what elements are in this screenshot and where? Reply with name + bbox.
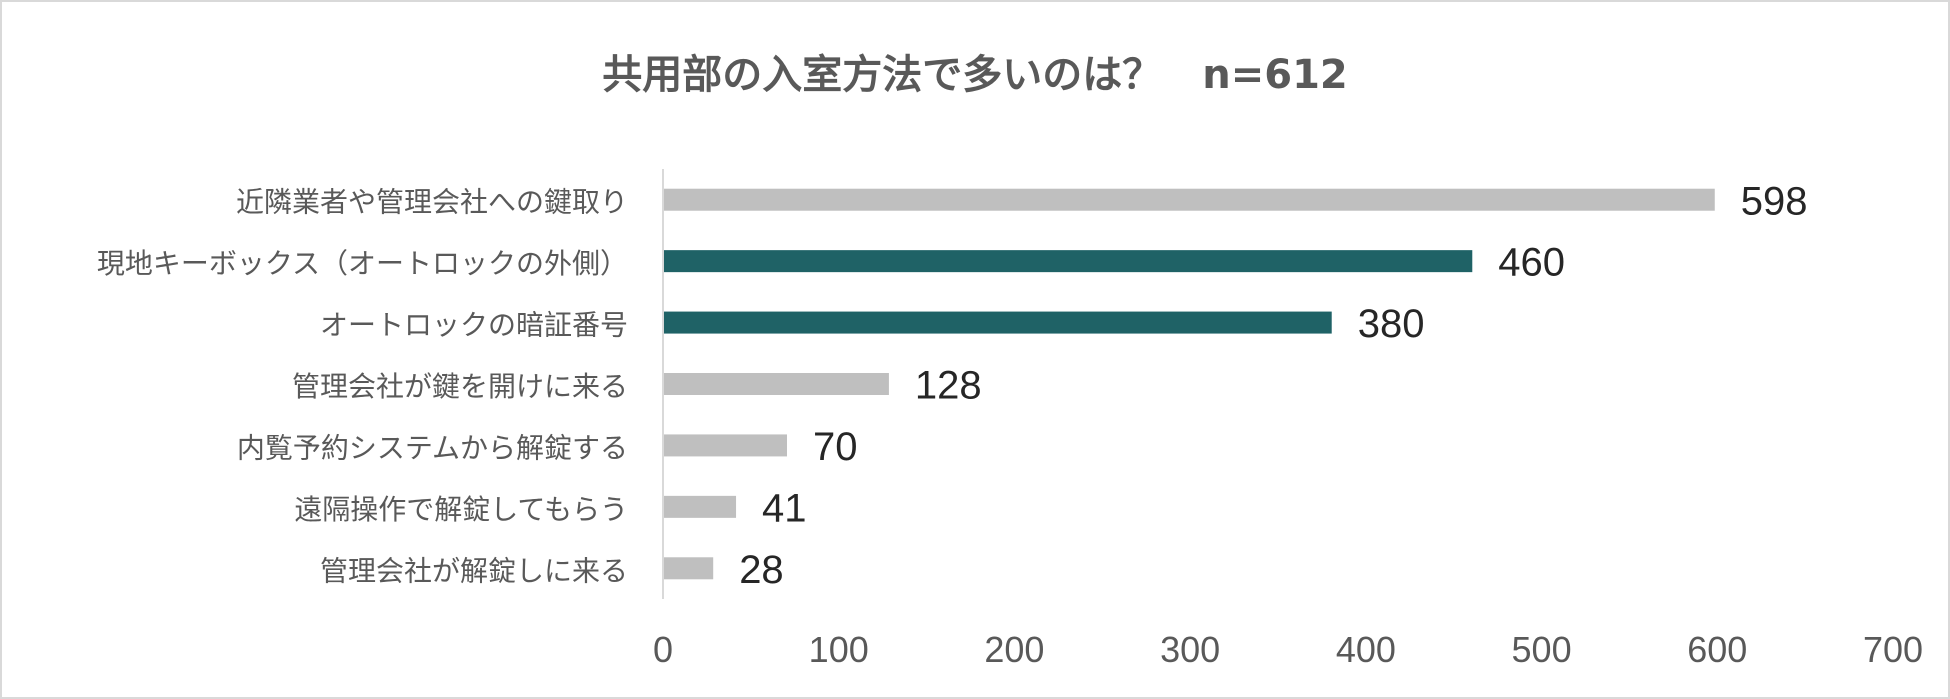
bar <box>664 434 787 457</box>
category-label: 遠隔操作で解錠してもらう <box>294 493 628 526</box>
data-label: 380 <box>1358 302 1425 346</box>
x-tick-label: 400 <box>1336 629 1396 670</box>
bar <box>664 188 1715 211</box>
x-tick-label: 500 <box>1512 629 1572 670</box>
data-label: 598 <box>1741 179 1808 223</box>
data-label: 41 <box>762 486 807 530</box>
bar <box>664 557 714 580</box>
data-label: 70 <box>813 425 858 469</box>
bar <box>664 311 1332 334</box>
bar <box>664 373 889 395</box>
x-tick-label: 700 <box>1863 629 1923 670</box>
x-tick-label: 0 <box>653 629 673 670</box>
chart-marks: 近隣業者や管理会社への鍵取り 598 現地キーボックス（オートロックの外側） 460 オ… <box>97 169 1923 670</box>
data-label: 128 <box>915 364 982 408</box>
category-label: 内覧予約システムから解錠する <box>237 431 628 464</box>
category-label: 管理会社が解錠しに来る <box>320 554 628 587</box>
chart-title: 共用部の入室方法で多いのは？ n=612 <box>602 52 1348 98</box>
category-label: 現地キーボックス（オートロックの外側） <box>97 247 628 280</box>
x-tick-label: 600 <box>1687 629 1747 670</box>
x-tick-label: 200 <box>984 629 1044 670</box>
x-tick-label: 100 <box>809 629 869 670</box>
category-label: 管理会社が鍵を開けに来る <box>292 370 628 403</box>
data-label: 460 <box>1498 241 1565 285</box>
data-label: 28 <box>739 548 784 592</box>
bar <box>664 495 737 518</box>
bar <box>664 250 1473 273</box>
category-label: オートロックの暗証番号 <box>320 309 628 342</box>
category-label: 近隣業者や管理会社への鍵取り <box>236 186 628 219</box>
x-tick-label: 300 <box>1160 629 1220 670</box>
